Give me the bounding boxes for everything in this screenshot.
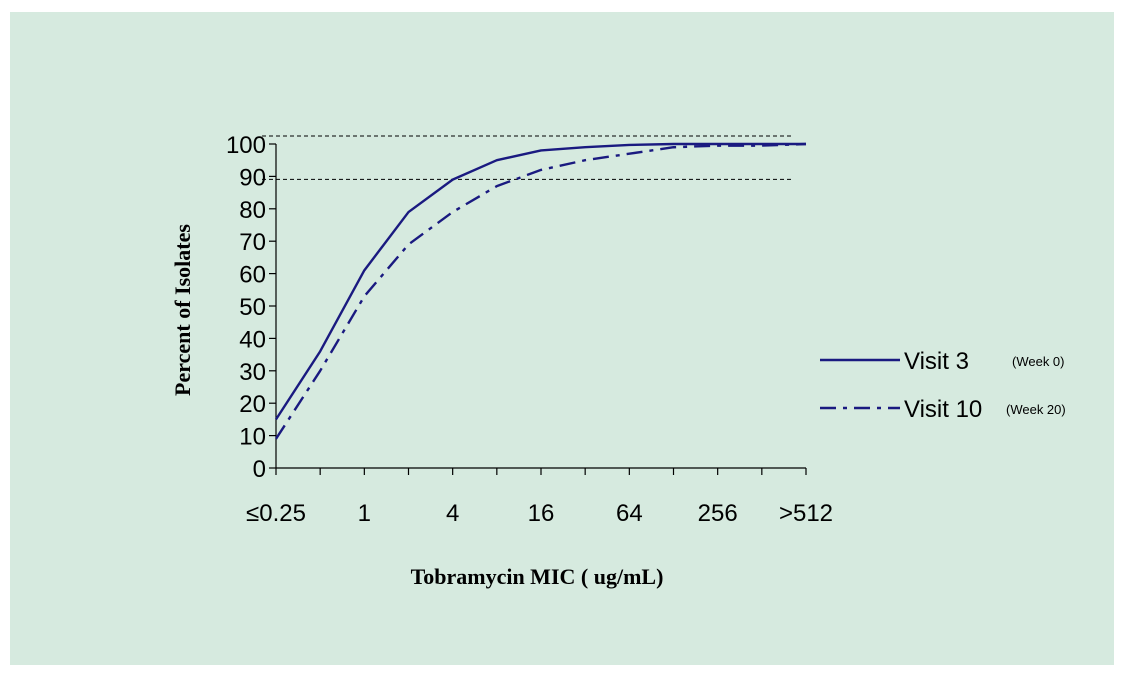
y-tick-label: 90 bbox=[239, 164, 266, 191]
x-tick-label: 256 bbox=[698, 500, 738, 527]
y-tick-label: 20 bbox=[239, 391, 266, 418]
y-tick-label: 10 bbox=[239, 424, 266, 451]
legend-label-1: Visit 3 bbox=[904, 348, 969, 375]
legend: Visit 3 (Week 0) Visit 10 (Week 20) bbox=[820, 348, 1066, 423]
series-line-1 bbox=[274, 142, 806, 421]
y-tick-label: 100 bbox=[226, 132, 266, 159]
y-tick-label: 70 bbox=[239, 229, 266, 256]
y-tick-label: 0 bbox=[253, 456, 266, 483]
x-tick-label: 64 bbox=[616, 500, 643, 527]
y-tick-label: 50 bbox=[239, 294, 266, 321]
x-tick-label: ≤0.25 bbox=[246, 500, 306, 527]
legend-note-2: (Week 20) bbox=[1006, 402, 1066, 417]
x-tick-label: 4 bbox=[446, 500, 459, 527]
x-tick-label: 16 bbox=[528, 500, 555, 527]
x-tick-label: >512 bbox=[779, 500, 833, 527]
y-tick-label: 80 bbox=[239, 197, 266, 224]
x-tick-label: 1 bbox=[358, 500, 371, 527]
line-chart: 0 10 20 30 40 50 60 70 80 90 100 ≤0.25 1 4 16 64 256 >512… bbox=[170, 132, 1066, 589]
legend-label-2: Visit 10 bbox=[904, 396, 982, 423]
y-axis-title: Percent of Isolates bbox=[170, 224, 195, 396]
x-axis-title: Tobramycin MIC ( ug/mL) bbox=[411, 564, 664, 589]
y-tick-label: 30 bbox=[239, 359, 266, 386]
series-line-2 bbox=[274, 142, 807, 440]
chart-background: 0 10 20 30 40 50 60 70 80 90 100 ≤0.25 1 4 16 64 256 >512… bbox=[10, 12, 1114, 665]
y-tick-label: 60 bbox=[239, 262, 266, 289]
y-tick-label: 40 bbox=[239, 326, 266, 353]
legend-note-1: (Week 0) bbox=[1012, 354, 1065, 369]
